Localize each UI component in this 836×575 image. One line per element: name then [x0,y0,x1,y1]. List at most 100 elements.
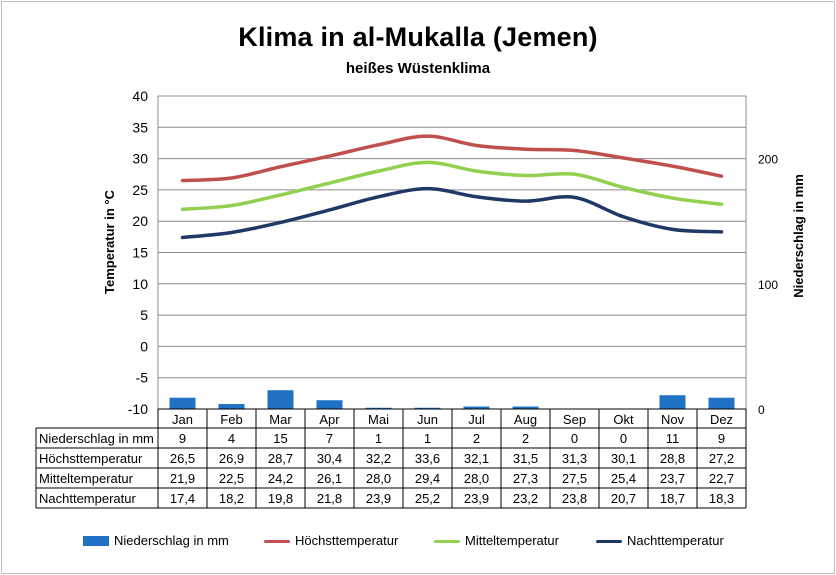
table-cell: 7 [326,431,333,446]
table-cell: 23,9 [366,491,391,506]
x-tick-label: Nov [661,412,685,427]
x-tick-label: Okt [613,412,634,427]
y2-tick-label: 0 [758,403,765,417]
table-cell: 11 [666,431,680,446]
precipitation-bar [659,395,686,409]
x-tick-label: Aug [514,412,537,427]
precipitation-bar [218,403,245,409]
table-cell: 25,2 [415,491,440,506]
y-tick-label: 30 [132,151,148,167]
y2-axis-label: Niederschlag in mm [791,174,806,298]
legend-swatch [83,536,109,546]
table-cell: 23,2 [513,491,538,506]
legend: Niederschlag in mm Höchsttemperatur Mittel… [0,531,836,551]
legend-swatch [434,540,460,543]
legend-label: Mitteltemperatur [465,533,559,548]
y-tick-label: 20 [132,213,148,229]
table-cell: 26,5 [170,451,195,466]
series-line-nachttemperatur [180,186,724,240]
table-cell: 2 [522,431,529,446]
precipitation-bar [512,406,539,409]
table-row-label: Höchsttemperatur [39,451,143,466]
legend-label: Höchsttemperatur [295,533,399,548]
y-tick-label: 40 [132,88,148,104]
series-line-mitteltemperatur [180,160,724,212]
precipitation-bars [169,390,735,409]
x-tick-label: Apr [319,412,340,427]
legend-swatch [596,540,622,543]
legend-swatch [264,540,290,543]
chart-title: Klima in al-Mukalla (Jemen) [238,22,598,52]
table-cell: 28,7 [268,451,293,466]
y-axis-label: Temperatur in °C [102,189,117,294]
y-tick-label: 5 [140,307,148,323]
table-cell: 2 [473,431,480,446]
table-cell: 4 [228,431,235,446]
y-tick-label: -10 [128,401,148,417]
series-line-h-chsttemperatur [180,134,724,183]
gridlines [157,95,747,410]
table-cell: 29,4 [415,471,440,486]
y-tick-label: 35 [132,119,148,135]
table-cell: 24,2 [268,471,293,486]
y2-tick-label: 100 [758,278,778,292]
table-cell: 22,5 [219,471,244,486]
table-cell: 27,2 [709,451,734,466]
y-tick-label: 0 [140,338,148,354]
table-cell: 1 [424,431,431,446]
table-cell: 32,1 [464,451,489,466]
table-cell: 23,7 [660,471,685,486]
precipitation-bar [169,397,196,409]
table-row-label: Nachttemperatur [39,491,136,506]
table-cell: 1 [375,431,382,446]
table-cell: 18,3 [709,491,734,506]
table-cell: 27,5 [562,471,587,486]
legend-label: Niederschlag in mm [114,533,229,548]
data-table: Jan Feb Mar Apr Mai Jun Jul Aug Sep Okt Nov Dez Nied… [35,408,747,509]
table-cell: 31,5 [513,451,538,466]
table-cell: 9 [179,431,186,446]
table-cell: 17,4 [170,491,195,506]
temperature-lines [180,134,724,240]
x-tick-label: Jun [417,412,438,427]
table-cell: 21,8 [317,491,342,506]
table-cell: 27,3 [513,471,538,486]
table-cell: 23,8 [562,491,587,506]
table-cell: 15 [273,431,287,446]
y-tick-label: -5 [136,370,149,386]
y-tick-label: 25 [132,182,148,198]
x-tick-label: Mar [269,412,292,427]
y-axis-ticks: 40 35 30 25 20 15 10 5 0 -5 -10 [128,88,148,417]
table-cell: 28,0 [464,471,489,486]
table-cell: 28,0 [366,471,391,486]
table-cell: 30,4 [317,451,342,466]
x-tick-label: Feb [220,412,242,427]
table-cell: 18,2 [219,491,244,506]
table-cell: 32,2 [366,451,391,466]
precipitation-bar [708,397,735,409]
table-cell: 21,9 [170,471,195,486]
table-cell: 26,9 [219,451,244,466]
precipitation-bar [463,406,490,409]
x-tick-label: Dez [710,412,733,427]
table-cell: 33,6 [415,451,440,466]
table-cell: 28,8 [660,451,685,466]
y2-axis-ticks: 200 100 0 [758,153,778,417]
table-cell: 22,7 [709,471,734,486]
table-cell: 0 [571,431,578,446]
y-tick-label: 15 [132,245,148,261]
y-tick-label: 10 [132,276,148,292]
table-cell: 25,4 [611,471,636,486]
table-row-label: Mitteltemperatur [39,471,134,486]
x-tick-label: Sep [563,412,586,427]
table-cell: 9 [718,431,725,446]
table-cell: 0 [620,431,627,446]
table-cell: 30,1 [611,451,636,466]
y2-tick-label: 200 [758,153,778,167]
chart-subtitle: heißes Wüstenklima [345,60,491,77]
table-cell: 23,9 [464,491,489,506]
table-cell: 31,3 [562,451,587,466]
x-tick-label: Mai [368,412,389,427]
x-tick-label: Jan [172,412,193,427]
